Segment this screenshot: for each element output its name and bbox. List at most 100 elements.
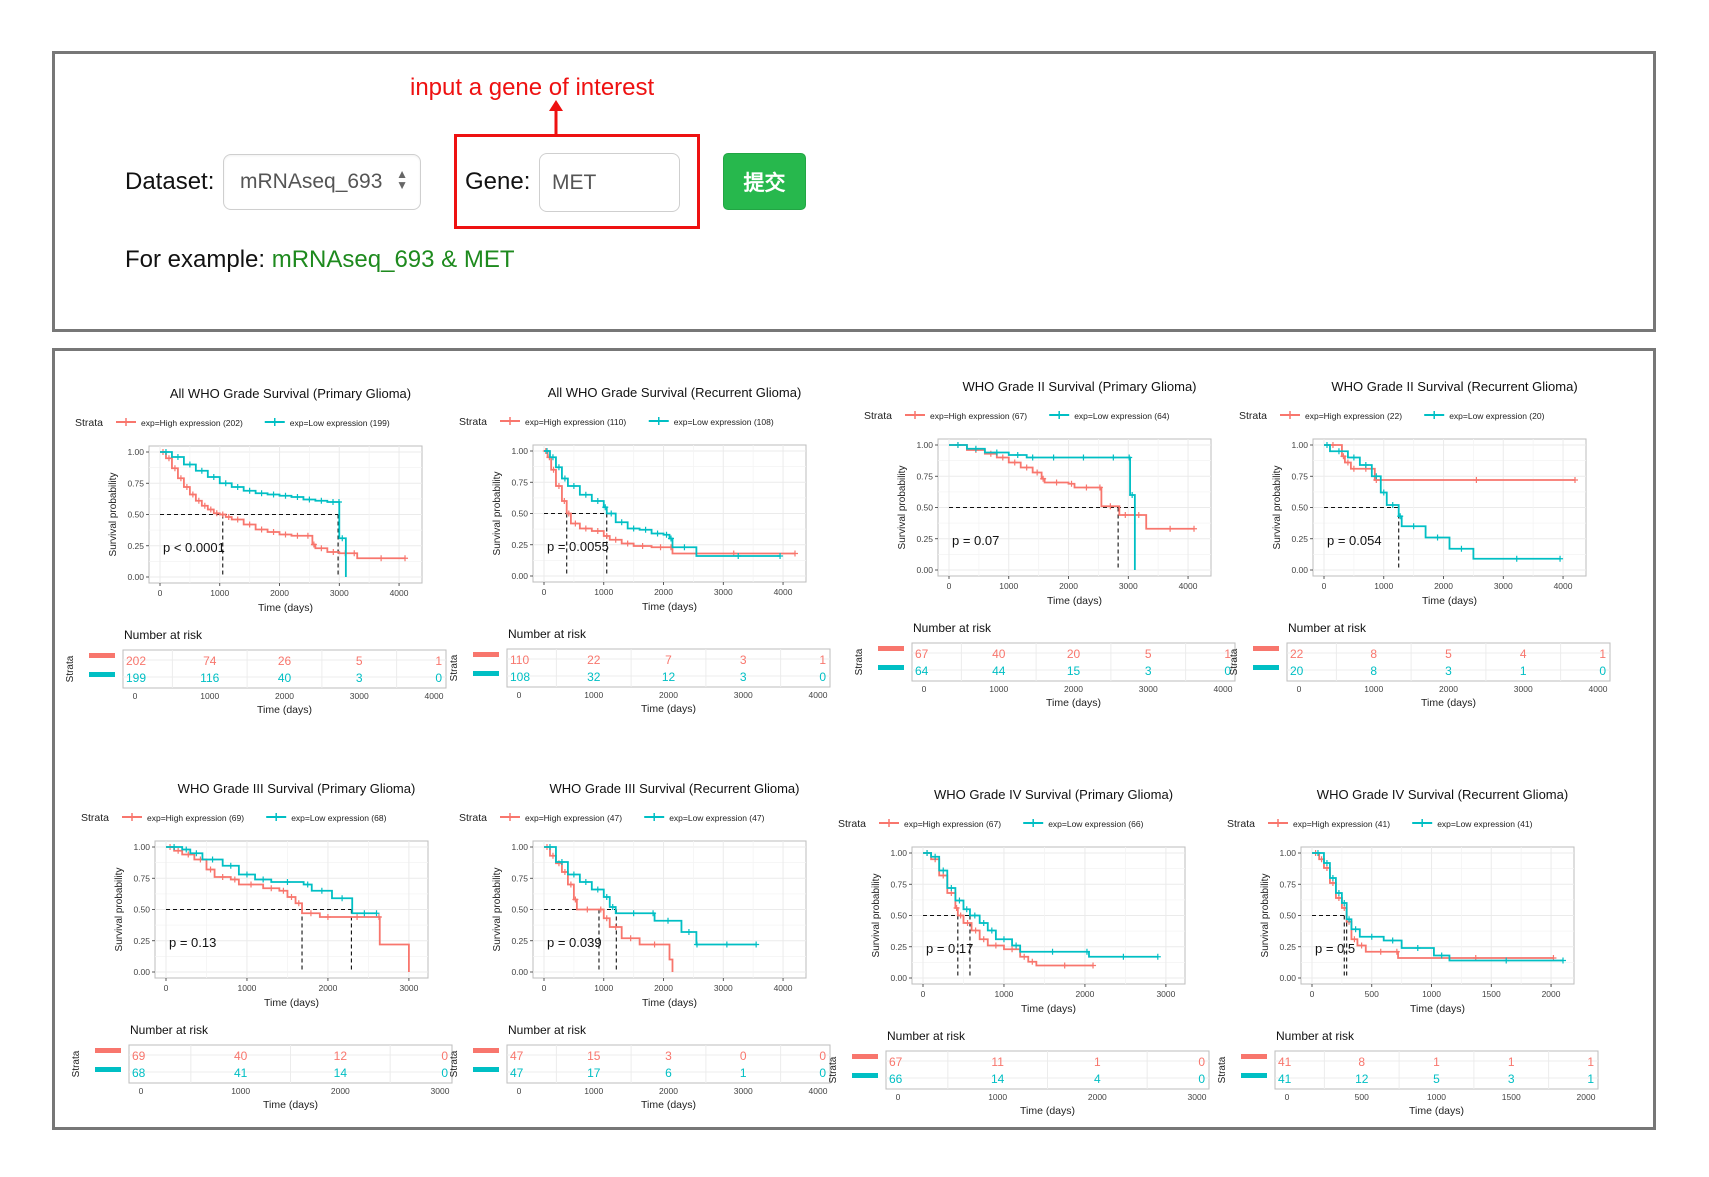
x-tick-label: 4000 (390, 588, 409, 598)
censor-mark (1557, 555, 1564, 562)
risk-count-low: 17 (587, 1066, 601, 1080)
plot-title: All WHO Grade Survival (Recurrent Glioma… (548, 385, 802, 400)
censor-mark (1340, 453, 1347, 460)
risk-count-low: 12 (1355, 1072, 1369, 1086)
censor-mark (1053, 479, 1060, 486)
risk-swatch-high (878, 646, 904, 651)
y-axis-label: Survival probability (897, 466, 908, 550)
y-tick-label: 0.25 (511, 540, 528, 550)
censor-mark (572, 896, 579, 903)
x-tick-label: 2000 (1075, 989, 1094, 999)
risk-x-tick-label: 3000 (734, 690, 753, 700)
y-tick-label: 0.00 (133, 967, 150, 977)
censor-mark (665, 917, 672, 924)
censor-mark (603, 915, 610, 922)
censor-mark (972, 927, 979, 934)
risk-table-box (506, 648, 831, 688)
dataset-select[interactable]: mRNAseq_693 ▲ ▼ (223, 154, 421, 210)
legend-label-low: exp=Low expression (47) (669, 813, 764, 823)
censor-mark (561, 869, 568, 875)
censor-mark (1358, 942, 1365, 949)
censor-mark (1380, 489, 1387, 496)
censor-mark (963, 906, 970, 913)
censor-mark (685, 929, 692, 935)
censor-mark (940, 867, 947, 874)
censor-mark (1013, 942, 1020, 949)
risk-count-low: 15 (1067, 664, 1081, 678)
censor-mark (657, 544, 664, 551)
risk-x-tick-label: 2000 (331, 1086, 350, 1096)
gene-label: Gene: (465, 168, 531, 195)
censor-mark (361, 910, 368, 917)
censor-mark (234, 516, 241, 523)
censor-mark (650, 910, 657, 917)
y-tick-label: 1.00 (1279, 848, 1296, 858)
censor-mark (1473, 477, 1480, 483)
x-tick-label: 1000 (594, 983, 613, 993)
censor-mark (1323, 442, 1330, 448)
risk-count-low: 0 (1224, 664, 1231, 678)
risk-table-title: Number at risk (130, 1023, 209, 1037)
y-tick-label: 0.25 (916, 534, 933, 544)
risk-count-high: 22 (1290, 647, 1304, 661)
risk-x-tick-label: 0 (896, 1092, 901, 1102)
submit-button[interactable]: 提交 (723, 153, 806, 210)
legend-label-high: exp=High expression (202) (141, 418, 243, 428)
y-tick-label: 0.25 (1279, 942, 1296, 952)
censor-mark (549, 454, 556, 461)
censor-mark (555, 483, 562, 489)
risk-count-low: 199 (126, 671, 146, 685)
risk-x-axis-label: Time (days) (1046, 697, 1101, 709)
risk-count-high: 74 (203, 654, 217, 668)
y-tick-label: 0.00 (1291, 565, 1308, 575)
risk-table-title: Number at risk (508, 627, 587, 641)
legend-label-low: exp=Low expression (108) (674, 417, 774, 427)
y-axis-label: Survival probability (108, 473, 119, 557)
y-tick-label: 0.25 (127, 541, 144, 551)
censor-mark (1050, 454, 1057, 461)
example-value[interactable]: mRNAseq_693 & MET (271, 246, 515, 273)
plot-title: WHO Grade III Survival (Recurrent Glioma… (550, 781, 800, 796)
censor-mark (993, 449, 1000, 456)
km-plot-grade3-primary: WHO Grade III Survival (Primary Glioma) S… (65, 769, 465, 1119)
censor-mark (295, 900, 302, 907)
x-tick-label: 0 (1310, 989, 1315, 999)
risk-count-low: 68 (132, 1066, 146, 1080)
risk-count-high: 7 (665, 653, 672, 667)
censor-mark (288, 894, 295, 900)
legend: Strata exp=High expression (22) exp=Low ex… (1239, 410, 1545, 422)
censor-mark (924, 850, 931, 856)
censor-mark (219, 874, 226, 880)
censor-mark (307, 910, 314, 917)
risk-x-tick-label: 0 (1297, 684, 1302, 694)
y-tick-label: 0.25 (511, 936, 528, 946)
risk-count-low: 5 (1433, 1072, 1440, 1086)
plot-title: WHO Grade III Survival (Primary Glioma) (178, 781, 416, 796)
risk-swatch-low (1253, 665, 1279, 670)
risk-x-tick-label: 2000 (659, 690, 678, 700)
censor-mark (318, 887, 325, 894)
y-tick-label: 0.00 (511, 967, 528, 977)
km-plot-svg: WHO Grade II Survival (Recurrent Glioma)… (1229, 379, 1611, 709)
gene-input[interactable] (539, 153, 680, 212)
risk-x-tick-label: 2000 (659, 1086, 678, 1096)
plot-title: WHO Grade IV Survival (Recurrent Glioma) (1317, 787, 1568, 802)
y-tick-label: 0.50 (1279, 911, 1296, 921)
p-value: p = 0.5 (1315, 941, 1355, 956)
x-tick-label: 2000 (1434, 581, 1453, 591)
censor-mark (294, 494, 301, 500)
x-axis-label: Time (days) (264, 997, 319, 1009)
risk-count-low: 1 (1520, 664, 1527, 678)
censor-mark (618, 519, 625, 526)
censor-mark (246, 521, 253, 528)
censor-mark (980, 936, 987, 943)
x-tick-label: 3000 (399, 983, 418, 993)
censor-mark (1503, 957, 1510, 964)
x-tick-label: 2000 (1542, 989, 1561, 999)
x-tick-label: 0 (542, 983, 547, 993)
risk-strata-label: Strata (854, 648, 865, 675)
km-plot-svg: WHO Grade III Survival (Primary Glioma) S… (71, 781, 453, 1111)
risk-table-box (1286, 642, 1611, 682)
x-tick-label: 4000 (774, 587, 793, 597)
censor-mark (1341, 900, 1348, 906)
